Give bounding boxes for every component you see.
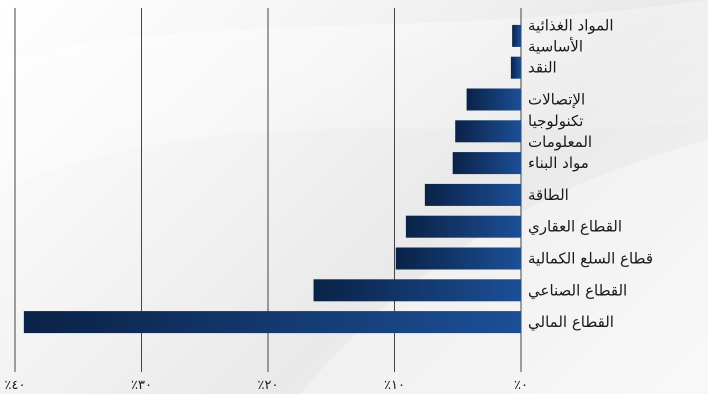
- category-label: المواد الغذائية: [528, 16, 614, 34]
- bar: [23, 311, 521, 334]
- bar: [405, 215, 521, 238]
- category-label: النقد: [528, 59, 557, 77]
- category-label: القطاع المالي: [528, 313, 614, 332]
- category-label: الطاقة: [528, 186, 569, 204]
- x-tick-label: ٪٠: [514, 378, 528, 393]
- x-tick-label: ٪٤٠: [5, 378, 26, 393]
- category-labels: المواد الغذائية الأساسية النقد الإتصالات تكن…: [528, 16, 653, 332]
- x-axis-tick-labels: ٪٠ ٪١٠ ٪٢٠ ٪٣٠ ٪٤٠: [5, 378, 528, 393]
- category-label: الأساسية: [528, 36, 583, 55]
- bar: [455, 120, 521, 143]
- bar: [313, 279, 521, 302]
- x-tick-label: ٪٢٠: [258, 378, 279, 393]
- category-label: تكنولوجيا: [528, 112, 583, 130]
- category-label: القطاع الصناعي: [528, 281, 627, 300]
- category-label: مواد البناء: [528, 154, 589, 172]
- category-label: الإتصالات: [528, 91, 585, 109]
- category-label: المعلومات: [528, 133, 592, 151]
- bar: [395, 247, 521, 270]
- bar: [512, 24, 521, 47]
- bars: [23, 24, 521, 334]
- category-label: القطاع العقاري: [528, 218, 622, 237]
- bar: [510, 56, 521, 79]
- bar: [424, 183, 521, 206]
- category-label: قطاع السلع الكمالية: [528, 250, 653, 268]
- bar: [452, 152, 521, 175]
- x-tick-label: ٪٣٠: [131, 378, 152, 393]
- background-swoosh: [0, 0, 708, 190]
- x-tick-label: ٪١٠: [384, 378, 405, 393]
- bar: [466, 88, 521, 111]
